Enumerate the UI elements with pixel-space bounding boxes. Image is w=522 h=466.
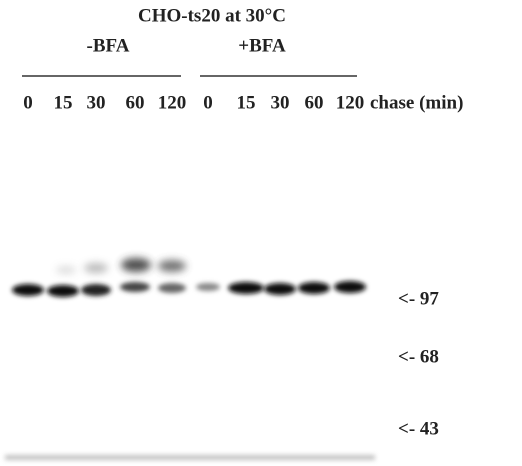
band	[298, 282, 330, 294]
band	[5, 455, 375, 460]
band	[196, 283, 220, 291]
band	[120, 282, 150, 292]
lane-label: 60	[126, 92, 145, 113]
band	[56, 266, 76, 274]
background	[0, 0, 522, 466]
lane-label: 0	[203, 92, 213, 113]
band	[158, 260, 186, 272]
title: CHO-ts20 at 30°C	[138, 5, 286, 26]
group-label: +BFA	[238, 35, 286, 56]
marker-label: <- 97	[398, 288, 439, 309]
figure: CHO-ts20 at 30°C -BFA +BFA chase (min) <…	[0, 0, 522, 466]
band	[228, 282, 264, 294]
lane-label: 120	[158, 92, 187, 113]
band	[264, 283, 296, 295]
band	[121, 258, 151, 272]
lane-label: 30	[271, 92, 290, 113]
axis-label: chase (min)	[370, 92, 463, 113]
lane-label: 15	[54, 92, 73, 113]
band	[334, 281, 366, 293]
lane-label: 60	[305, 92, 324, 113]
marker-label: <- 43	[398, 418, 439, 439]
lane-label: 0	[23, 92, 33, 113]
marker-label: <- 68	[398, 346, 439, 367]
band	[158, 283, 186, 293]
band	[81, 284, 111, 296]
lane-label: 120	[336, 92, 365, 113]
band	[84, 263, 108, 273]
group-label: -BFA	[87, 35, 130, 56]
band	[12, 284, 44, 296]
lane-label: 30	[87, 92, 106, 113]
page: CHO-ts20 at 30°C -BFA +BFA chase (min) <…	[0, 0, 522, 466]
band	[47, 285, 79, 297]
lane-label: 15	[237, 92, 256, 113]
